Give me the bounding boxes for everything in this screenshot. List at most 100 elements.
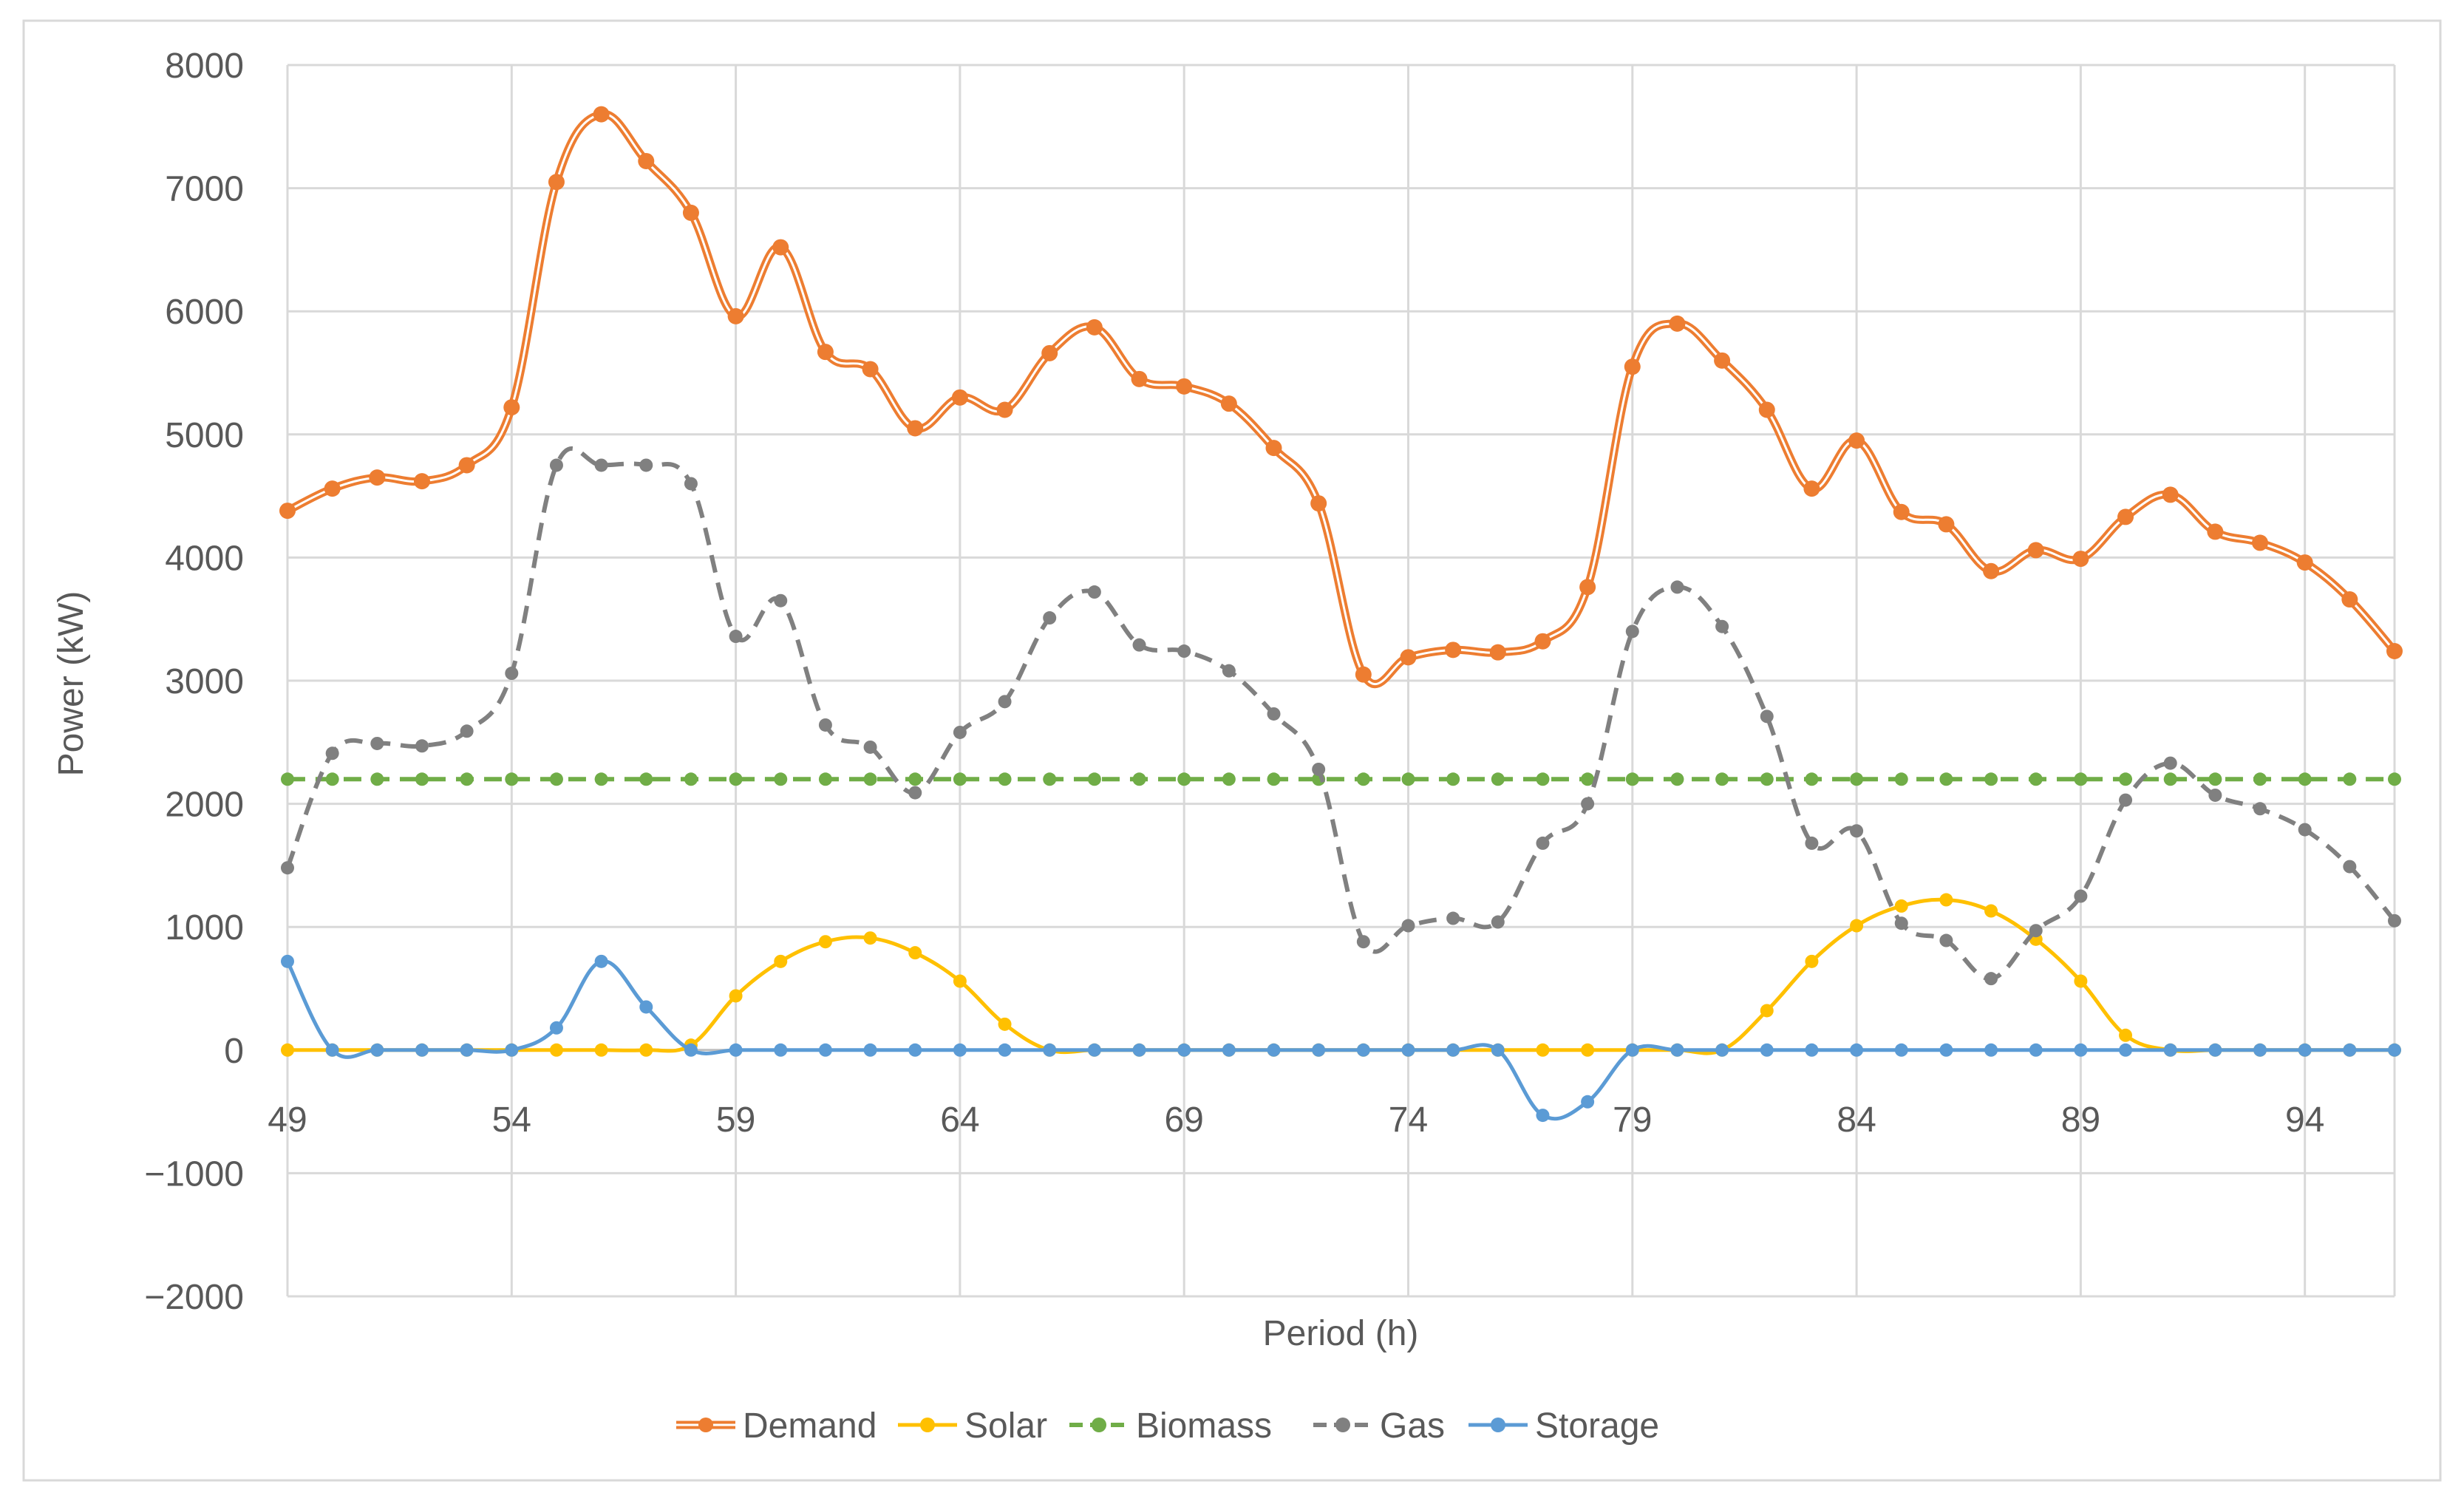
biomass-point — [2119, 772, 2133, 786]
demand-point — [1758, 401, 1775, 418]
demand-point — [1041, 344, 1058, 361]
storage-point — [1805, 1043, 1819, 1057]
storage-point — [908, 1043, 922, 1057]
demand-point — [1310, 495, 1327, 512]
gas-point — [2208, 788, 2222, 802]
solar-point — [1850, 919, 1864, 933]
gas-point — [415, 739, 429, 753]
demand-point — [1489, 644, 1506, 661]
gas-point — [684, 477, 698, 491]
x-tick-label: 64 — [940, 1100, 979, 1140]
demand-point — [2386, 643, 2403, 660]
gas-point — [1446, 911, 1460, 925]
storage-point — [1491, 1043, 1505, 1057]
storage-point — [370, 1043, 384, 1057]
storage-point — [1581, 1095, 1595, 1109]
storage-point — [415, 1043, 429, 1057]
legend-item-solar: Solar — [898, 1406, 1047, 1446]
series-gas — [281, 446, 2401, 986]
biomass-point — [1760, 772, 1774, 786]
biomass-point — [2253, 772, 2267, 786]
biomass-point — [1401, 772, 1415, 786]
gas-point — [1805, 836, 1819, 850]
demand-point — [1534, 633, 1551, 650]
biomass-point — [1087, 772, 1101, 786]
y-tick-label: 4000 — [165, 539, 244, 578]
storage-point — [505, 1043, 519, 1057]
y-tick-label: 5000 — [165, 416, 244, 455]
storage-point — [998, 1043, 1012, 1057]
y-tick-label: 8000 — [165, 47, 244, 86]
gas-point — [953, 725, 967, 739]
storage-point — [2029, 1043, 2043, 1057]
legend-label: Storage — [1535, 1406, 1659, 1446]
biomass-point — [1715, 772, 1729, 786]
gas-point — [2388, 913, 2401, 928]
x-tick-label: 69 — [1164, 1100, 1203, 1140]
demand-point — [862, 361, 879, 378]
x-axis-label: Period (h) — [1263, 1314, 1419, 1353]
biomass-point — [1670, 772, 1684, 786]
gas-point — [1356, 935, 1370, 949]
biomass-point — [505, 772, 519, 786]
solar-point — [998, 1017, 1012, 1031]
biomass-point — [2298, 772, 2312, 786]
biomass-point — [818, 772, 832, 786]
biomass-point — [1491, 772, 1505, 786]
gas-point — [2119, 793, 2133, 807]
demand-point — [1176, 378, 1193, 395]
gas-point — [325, 746, 339, 760]
gas-point — [2029, 924, 2043, 938]
biomass-point — [415, 772, 429, 786]
biomass-point — [1446, 772, 1460, 786]
storage-point — [1536, 1109, 1550, 1123]
x-tick-label: 89 — [2061, 1100, 2100, 1140]
storage-point — [1715, 1043, 1729, 1057]
x-tick-label: 59 — [716, 1100, 755, 1140]
gas-point — [2298, 823, 2312, 837]
gas-point — [908, 786, 922, 800]
storage-point — [1760, 1043, 1774, 1057]
x-tick-label: 79 — [1613, 1100, 1652, 1140]
biomass-point — [594, 772, 608, 786]
demand-point — [1131, 370, 1148, 387]
gas-point — [1850, 824, 1864, 838]
gas-point — [1312, 762, 1326, 776]
gas-point — [639, 458, 653, 472]
biomass-point — [684, 772, 698, 786]
biomass-point — [1894, 772, 1908, 786]
demand-point — [324, 480, 341, 497]
gas-point — [1087, 585, 1101, 599]
solar-point — [2074, 974, 2088, 988]
biomass-point — [2388, 772, 2401, 786]
demand-point — [1893, 503, 1910, 520]
x-tick-label: 84 — [1837, 1100, 1876, 1140]
y-tick-label: 1000 — [165, 908, 244, 947]
demand-point — [2162, 486, 2179, 503]
storage-point — [1312, 1043, 1326, 1057]
gas-point — [505, 667, 519, 681]
biomass-point — [325, 772, 339, 786]
storage-point — [460, 1043, 474, 1057]
storage-point — [2208, 1043, 2222, 1057]
biomass-point — [1222, 772, 1236, 786]
demand-point — [951, 389, 968, 406]
legend-label: Solar — [964, 1406, 1047, 1446]
solar-point — [729, 989, 743, 1003]
demand-point — [2207, 523, 2224, 540]
storage-point — [1984, 1043, 1998, 1057]
demand-point — [1445, 642, 1462, 659]
demand-point — [2117, 508, 2134, 525]
gas-point — [1670, 580, 1684, 594]
y-tick-label: 6000 — [165, 293, 244, 332]
demand-point — [1714, 352, 1731, 369]
storage-point — [1222, 1043, 1236, 1057]
storage-point — [1401, 1043, 1415, 1057]
solar-point — [953, 974, 967, 988]
storage-point — [1894, 1043, 1908, 1057]
solar-point — [863, 931, 877, 945]
solar-point — [549, 1043, 563, 1057]
gas-point — [1177, 644, 1191, 659]
demand-point — [727, 307, 744, 324]
